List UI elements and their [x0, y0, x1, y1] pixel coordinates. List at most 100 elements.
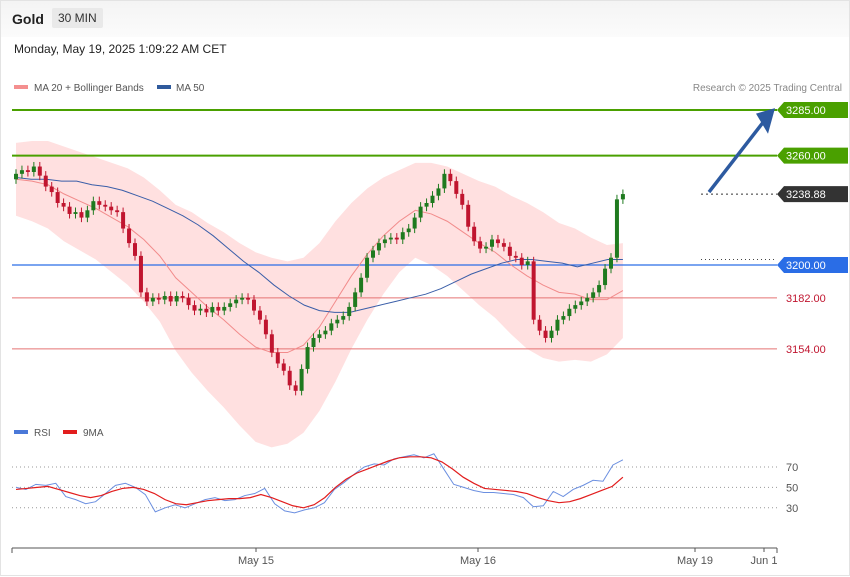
candle-body — [263, 319, 268, 335]
candle-body — [14, 173, 18, 180]
candle-body — [454, 181, 459, 194]
candle-body — [79, 212, 84, 218]
candle-body — [525, 261, 530, 265]
candle-body — [210, 306, 215, 313]
candle-body — [448, 173, 453, 182]
candle-body — [91, 201, 96, 211]
candle-body — [43, 175, 48, 187]
candle-body — [287, 370, 292, 386]
level-tag-text-3200.00: 3200.00 — [786, 260, 826, 272]
rsi-level-label-70: 70 — [786, 462, 798, 474]
candle-body — [228, 303, 233, 307]
candle-body — [49, 186, 54, 193]
bollinger-band-area — [16, 141, 623, 448]
candle-body — [436, 188, 441, 196]
candle-body — [424, 203, 429, 207]
candle-body — [299, 368, 304, 391]
candle-body — [365, 257, 370, 278]
level-tag-3238.88 — [777, 186, 848, 203]
candle-body — [460, 193, 465, 205]
candle-body — [490, 239, 494, 247]
candle-body — [495, 239, 500, 244]
candle-body — [25, 170, 30, 173]
candle-body — [138, 255, 143, 293]
rsi-level-label-30: 30 — [786, 503, 798, 515]
target-arrow-shaft — [707, 116, 769, 194]
candle-body — [257, 310, 262, 320]
candle-body — [198, 308, 203, 311]
timeframe-badge[interactable]: 30 MIN — [52, 8, 103, 28]
candle-body — [341, 316, 346, 320]
level-label-3154.00: 3154.00 — [786, 344, 826, 356]
candle-body — [531, 261, 536, 320]
candle-body — [192, 305, 197, 311]
candle-body — [591, 292, 596, 298]
candle-body — [543, 330, 548, 338]
copyright-credit: Research © 2025 Trading Central — [693, 83, 842, 94]
rsi-level-label-50: 50 — [786, 482, 798, 494]
candle-body — [418, 206, 423, 218]
candle-body — [246, 297, 251, 300]
candle-body — [376, 243, 381, 251]
ma50-legend-label: MA 50 — [176, 83, 205, 94]
candle-body — [269, 334, 274, 353]
candle-body — [150, 297, 155, 302]
candle-body — [37, 166, 42, 176]
candle-body — [323, 330, 328, 335]
candle-body — [222, 306, 227, 311]
candle-body — [484, 246, 489, 249]
candle-body — [311, 337, 316, 348]
candle-body — [614, 199, 619, 258]
candle-body — [97, 201, 102, 205]
candle-body — [430, 195, 435, 204]
candle-body — [537, 319, 542, 331]
rsi-ma-legend-label: 9MA — [83, 428, 104, 439]
ma20-legend-swatch — [14, 85, 28, 89]
candle-body — [234, 299, 239, 304]
candle-body — [442, 173, 447, 189]
candle-body — [115, 210, 120, 213]
x-tick-label-May 16: May 16 — [460, 555, 496, 567]
rsi-panel: 70 50 30 — [12, 453, 798, 515]
rsi-legend-label: RSI — [34, 428, 51, 439]
ma20-legend-label: MA 20 + Bollinger Bands — [34, 83, 144, 94]
candle-body — [61, 203, 66, 207]
candle-body — [168, 295, 173, 302]
x-tick-label-May 19: May 19 — [677, 555, 713, 567]
candle-body — [519, 257, 524, 265]
candle-body — [293, 385, 298, 391]
candle-body — [394, 237, 399, 240]
candle-body — [567, 308, 572, 317]
candle-body — [400, 232, 405, 240]
candle-body — [186, 297, 191, 306]
candle-body — [67, 206, 72, 214]
level-tags: 3285.00 3260.00 3238.88 3200.00 3182.00 3154.… — [777, 102, 848, 356]
ma20-line — [15, 178, 624, 354]
candle-body — [353, 292, 358, 307]
candle-body — [73, 212, 78, 214]
candle-body — [412, 217, 417, 229]
candle-body — [329, 323, 334, 331]
candle-body — [501, 243, 506, 247]
candle-body — [109, 206, 114, 211]
level-tag-3260.00 — [777, 147, 848, 164]
candle-body — [573, 305, 578, 309]
candle-body — [317, 334, 322, 338]
target-arrow-head — [756, 108, 775, 134]
candle-body — [382, 239, 387, 244]
candle-body — [252, 299, 256, 311]
target-arrow — [707, 108, 775, 194]
level-tag-text-3285.00: 3285.00 — [786, 105, 826, 117]
chart-header: Gold 30 MIN — [1, 1, 849, 37]
bollinger-band — [16, 141, 623, 448]
candle-body — [281, 363, 286, 371]
level-tag-3200.00 — [777, 257, 848, 273]
candle-body — [585, 297, 590, 302]
candle-body — [371, 250, 375, 258]
candle-body — [561, 316, 566, 320]
chart-datetime: Monday, May 19, 2025 1:09:22 AM CET — [14, 42, 227, 56]
x-axis-ticks: May 15 May 16 May 19 Jun 1 — [238, 548, 777, 567]
candle-body — [162, 295, 167, 300]
